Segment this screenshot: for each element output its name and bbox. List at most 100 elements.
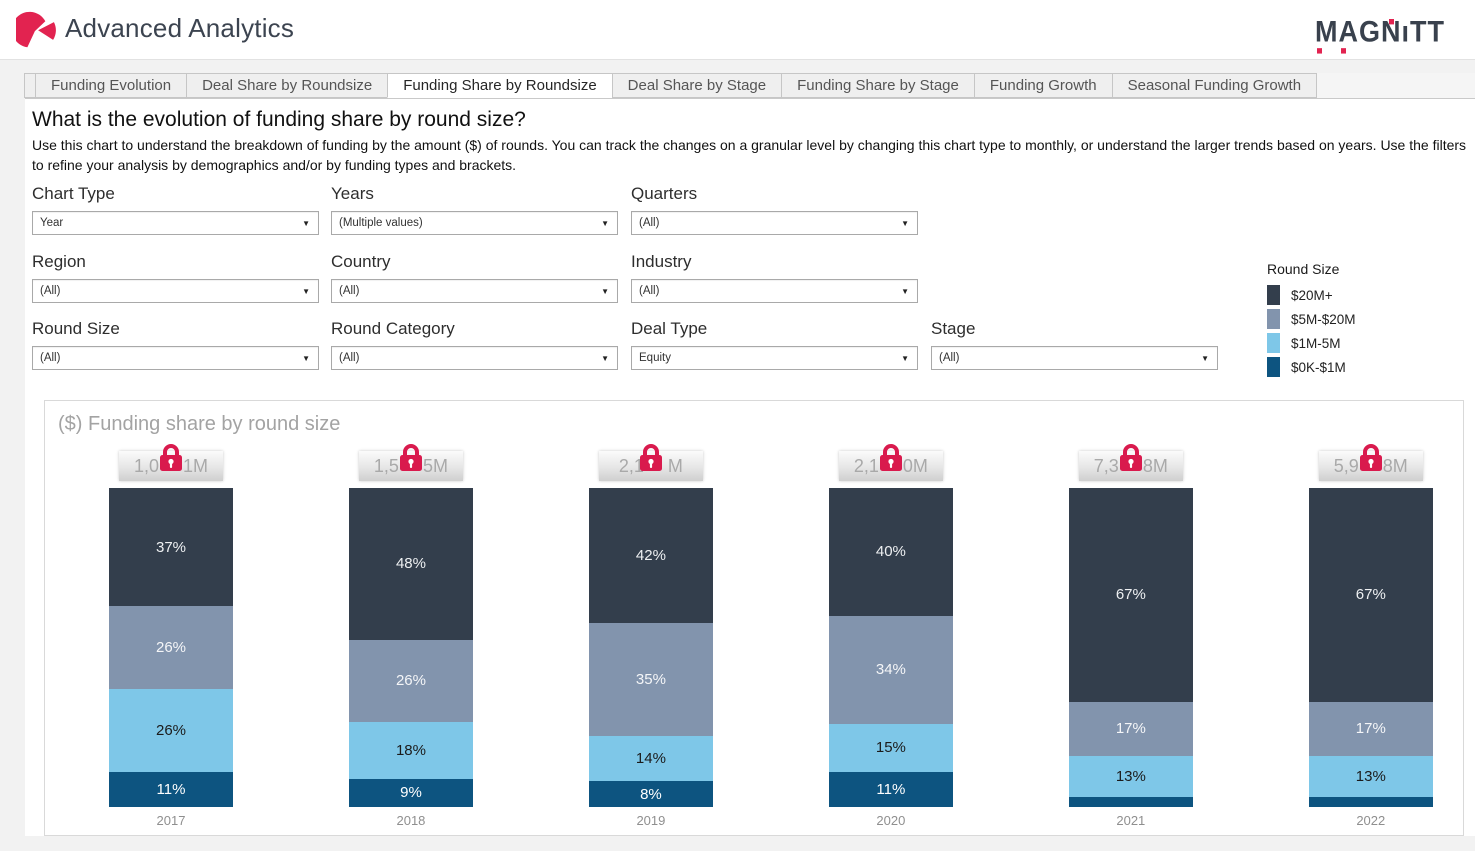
locked-total-label[interactable]: 2,1 M — [598, 444, 703, 481]
bar-segment[interactable]: 37% — [109, 488, 233, 607]
locked-total-label[interactable]: 1,0 1M — [119, 444, 223, 481]
chevron-down-icon: ▼ — [901, 219, 909, 228]
legend-item[interactable]: $1M-5M — [1267, 333, 1356, 353]
bar-segment[interactable]: 26% — [109, 688, 233, 772]
bar-segment[interactable]: 26% — [109, 606, 233, 689]
dashboard-content: Funding Evolution Deal Share by Roundsiz… — [24, 73, 1475, 836]
bar-column: 2,1 0M 40% 34% 15% 11% 2020 — [771, 444, 1011, 828]
chevron-down-icon: ▼ — [601, 219, 609, 228]
lock-icon — [639, 444, 662, 471]
round-size-dropdown[interactable]: (All) ▼ — [32, 346, 319, 370]
deal-type-dropdown[interactable]: Equity ▼ — [631, 346, 918, 370]
bar-segment[interactable] — [1308, 797, 1433, 807]
country-dropdown[interactable]: (All) ▼ — [331, 279, 618, 303]
segment-percentage-label: 26% — [395, 672, 426, 690]
bar-segment[interactable]: 17% — [1068, 701, 1193, 756]
segment-percentage-label: 67% — [1355, 586, 1386, 604]
bar-segment[interactable]: 8% — [588, 781, 713, 807]
segment-percentage-label: 13% — [1115, 768, 1146, 786]
chevron-down-icon: ▼ — [601, 354, 609, 363]
bar-segment[interactable]: 15% — [828, 724, 953, 772]
filter-round-category: Round Category (All) ▼ — [331, 319, 618, 370]
bar-segment[interactable]: 11% — [828, 771, 953, 807]
app-header: Advanced Analytics MAGNıTT — [0, 0, 1475, 60]
locked-total-label[interactable]: 5,9 8M — [1318, 444, 1423, 481]
legend-swatch-0k-1m — [1267, 357, 1280, 377]
bar-segment[interactable]: 13% — [1308, 755, 1433, 798]
filter-round-size: Round Size (All) ▼ — [32, 319, 319, 370]
round-size-legend: Round Size $20M+ $5M-$20M $1M-5M $0K-$1M — [1267, 261, 1356, 381]
years-dropdown[interactable]: (Multiple values) ▼ — [331, 211, 618, 235]
chevron-down-icon: ▼ — [302, 354, 310, 363]
bar-segment[interactable]: 13% — [1068, 755, 1193, 798]
round-category-dropdown[interactable]: (All) ▼ — [331, 346, 618, 370]
legend-item[interactable]: $5M-$20M — [1267, 309, 1356, 329]
stacked-bar-2022[interactable]: 67% 17% 13% — [1308, 488, 1433, 807]
stacked-bar-2021[interactable]: 67% 17% 13% — [1068, 488, 1193, 807]
chart-type-dropdown[interactable]: Year ▼ — [32, 211, 319, 235]
page-title: Advanced Analytics — [65, 13, 295, 43]
quarters-dropdown[interactable]: (All) ▼ — [631, 211, 918, 235]
stacked-bar-2020[interactable]: 40% 34% 15% 11% — [828, 488, 953, 807]
pie-chart-logo-icon — [16, 11, 56, 48]
filter-chart-type: Chart Type Year ▼ — [32, 184, 319, 235]
segment-percentage-label: 26% — [155, 721, 187, 739]
chevron-down-icon: ▼ — [302, 287, 310, 296]
chart-title: ($) Funding share by round size — [58, 413, 341, 435]
stacked-bar-2017[interactable]: 37% 26% 26% 11% — [109, 488, 233, 807]
bar-segment[interactable] — [1068, 797, 1193, 807]
bar-segment[interactable]: 18% — [348, 721, 473, 779]
segment-percentage-label: 37% — [155, 538, 187, 556]
chevron-down-icon: ▼ — [302, 219, 310, 228]
legend-title: Round Size — [1267, 261, 1340, 277]
bar-segment[interactable]: 34% — [828, 615, 953, 725]
lock-icon — [1359, 444, 1382, 471]
segment-percentage-label: 42% — [635, 547, 666, 565]
chevron-down-icon: ▼ — [601, 287, 609, 296]
stage-dropdown[interactable]: (All) ▼ — [931, 346, 1218, 370]
tab-funding-growth[interactable]: Funding Growth — [973, 73, 1113, 98]
filter-label: Quarters — [631, 184, 698, 203]
filter-label: Chart Type — [32, 184, 115, 203]
filter-years: Years (Multiple values) ▼ — [331, 184, 618, 235]
tab-funding-evolution[interactable]: Funding Evolution — [35, 73, 188, 98]
tab-funding-share-by-roundsize[interactable]: Funding Share by Roundsize — [387, 73, 613, 98]
tab-funding-share-by-stage[interactable]: Funding Share by Stage — [781, 73, 975, 98]
stacked-bar-2018[interactable]: 48% 26% 18% 9% — [348, 488, 473, 807]
bar-segment[interactable]: 67% — [1068, 488, 1193, 702]
tab-deal-share-by-stage[interactable]: Deal Share by Stage — [611, 73, 783, 98]
filter-stage: Stage (All) ▼ — [931, 319, 1218, 370]
lock-icon — [1119, 444, 1142, 471]
legend-item[interactable]: $0K-$1M — [1267, 357, 1356, 377]
bar-segment[interactable]: 26% — [348, 639, 473, 722]
bar-segment[interactable]: 14% — [588, 736, 713, 782]
industry-dropdown[interactable]: (All) ▼ — [631, 279, 918, 303]
bar-segment[interactable]: 40% — [828, 488, 953, 616]
bar-segment[interactable]: 42% — [588, 488, 713, 624]
dashboard-description: Use this chart to understand the breakdo… — [32, 137, 1467, 173]
bar-segment[interactable]: 67% — [1308, 488, 1433, 702]
bar-column: 2,1 M 42% 35% 14% 8% 2019 — [531, 444, 771, 828]
filter-label: Round Size — [32, 319, 120, 338]
x-axis-year-label: 2019 — [636, 813, 666, 828]
tab-deal-share-by-roundsize[interactable]: Deal Share by Roundsize — [186, 73, 389, 98]
bar-segment[interactable]: 48% — [348, 488, 473, 640]
bar-segment[interactable]: 11% — [109, 771, 233, 807]
bar-segment[interactable]: 17% — [1308, 701, 1433, 756]
lock-icon — [399, 444, 422, 471]
segment-percentage-label: 35% — [635, 671, 666, 689]
bar-segment[interactable]: 35% — [588, 623, 713, 737]
locked-total-label[interactable]: 2,1 0M — [838, 444, 943, 481]
logo-red-dot-icon — [1389, 19, 1394, 25]
region-dropdown[interactable]: (All) ▼ — [32, 279, 319, 303]
dashboard-question-heading: What is the evolution of funding share b… — [32, 108, 526, 131]
segment-percentage-label: 8% — [640, 785, 662, 803]
legend-item[interactable]: $20M+ — [1267, 285, 1356, 305]
x-axis-year-label: 2021 — [1116, 813, 1146, 828]
bar-segment[interactable]: 9% — [348, 778, 473, 807]
tab-seasonal-funding-growth[interactable]: Seasonal Funding Growth — [1111, 73, 1318, 98]
segment-percentage-label: 17% — [1355, 720, 1386, 738]
stacked-bar-2019[interactable]: 42% 35% 14% 8% — [588, 488, 713, 807]
locked-total-label[interactable]: 7,3 8M — [1078, 444, 1183, 481]
locked-total-label[interactable]: 1,5 5M — [358, 444, 463, 481]
